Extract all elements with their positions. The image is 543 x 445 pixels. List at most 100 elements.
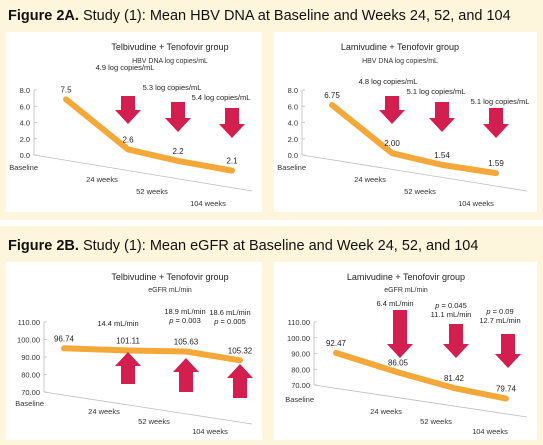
chart-3-series-line: [61, 345, 243, 364]
chart-3-ytick-label: 100.00: [17, 336, 40, 345]
chart-3-data-label: 105.63: [174, 337, 199, 346]
chart-4-ytick-label: 70.00: [291, 381, 310, 390]
chart-3-ytick-label: 80.00: [21, 371, 40, 380]
chart-1-category-label: 104 weeks: [190, 199, 226, 208]
chart-3-annotation: p = 0.003: [168, 316, 201, 325]
chart-2-data-label: 6.75: [324, 91, 340, 100]
chart-2-data-label: 1.54: [434, 151, 450, 160]
chart-1-ytick-label: 8.0: [20, 86, 30, 95]
chart-2-x-axis: [301, 154, 528, 192]
chart-3-data-label: 105.32: [228, 346, 253, 355]
chart-1-category-label: 24 weeks: [86, 175, 118, 184]
chart-4-annotation: 12.7 mL/min: [479, 316, 520, 325]
chart-1-series-line: [63, 96, 235, 174]
chart-1-annotation: 5.4 log copies/mL: [192, 93, 251, 102]
figure-2b-caption: Study (1): Mean eGFR at Baseline and Wee…: [82, 238, 479, 254]
chart-2-ytick-label: 8.0: [288, 86, 298, 95]
chart-3-category-label: 24 weeks: [88, 407, 120, 416]
chart-1-panel: [6, 32, 262, 212]
chart-2-change-arrow: [483, 108, 509, 138]
chart-2-annotation: 4.8 log copies/mL: [359, 77, 418, 86]
chart-3-ytick-label: 90.00: [21, 353, 40, 362]
chart-4-title: Lamivudine + Tenofovir group: [347, 272, 465, 282]
chart-3-category-label: Baseline: [15, 399, 44, 408]
chart-4-annotation: p = 0.045: [434, 301, 467, 310]
chart-2-category-label: 104 weeks: [458, 199, 494, 208]
chart-4-change-arrow: [443, 324, 469, 358]
figure-2a-title: Figure 2A. Study (1): Mean HBV DNA at Ba…: [8, 8, 511, 24]
chart-4-category-label: Baseline: [285, 395, 314, 404]
separator: [0, 220, 543, 226]
chart-2-category-label: Baseline: [277, 163, 306, 172]
chart-3-title: Telbivudine + Tenofovir group: [111, 272, 228, 282]
chart-1-annotation: 4.9 log copies/mL: [96, 63, 155, 72]
chart-4-category-label: 52 weeks: [420, 417, 452, 426]
chart-1-data-label: 2.2: [172, 147, 184, 156]
chart-4-ytick-label: 100.00: [287, 334, 310, 343]
chart-3-change-arrow: [173, 358, 199, 392]
chart-2-annotation: 5.1 log copies/mL: [471, 97, 530, 106]
chart-1-data-label: 2.6: [122, 135, 134, 144]
chart-4-ytick-label: 90.00: [291, 350, 310, 359]
chart-2-ytick-label: 0.0: [288, 151, 298, 160]
chart-4-category-label: 24 weeks: [370, 407, 402, 416]
chart-4-data-label: 86.05: [388, 358, 409, 367]
chart-4-category-label: 104 weeks: [472, 427, 508, 436]
chart-2-category-label: 52 weeks: [404, 187, 436, 196]
chart-4-subtitle: eGFR mL/min: [384, 287, 428, 294]
chart-3-category-label: 104 weeks: [192, 427, 228, 436]
chart-2-change-arrow: [429, 102, 455, 132]
chart-4-ytick-label: 80.00: [291, 365, 310, 374]
chart-1-category-label: Baseline: [9, 163, 38, 172]
figure-2a-label: Figure 2A.: [8, 8, 79, 24]
chart-1-ytick-label: 4.0: [20, 119, 30, 128]
chart-3-subtitle: eGFR mL/min: [148, 287, 192, 294]
chart-4-annotation: p = 0.09: [485, 307, 513, 316]
chart-4-data-label: 81.42: [444, 374, 465, 383]
chart-2-data-label: 1.59: [488, 159, 504, 168]
chart-3-change-arrow: [227, 364, 253, 398]
chart-1-category-label: 52 weeks: [136, 187, 168, 196]
figure-2b-title: Figure 2B. Study (1): Mean eGFR at Basel…: [8, 238, 478, 254]
chart-4-annotation: 6.4 mL/min: [376, 299, 413, 308]
chart-4-change-arrow: [387, 310, 413, 358]
chart-2-category-label: 24 weeks: [354, 175, 386, 184]
chart-1-ytick-label: 0.0: [20, 151, 30, 160]
chart-1-ytick-label: 6.0: [20, 102, 30, 111]
chart-3-annotation: 14.4 mL/min: [97, 319, 138, 328]
chart-3-category-label: 52 weeks: [138, 417, 170, 426]
chart-1-data-label: 2.1: [226, 157, 238, 166]
chart-4-data-label: 79.74: [496, 385, 517, 394]
chart-3-annotation: 18.6 mL/min: [209, 308, 250, 317]
chart-1-x-axis: [33, 154, 253, 192]
chart-2-ytick-label: 6.0: [288, 102, 298, 111]
chart-3-annotation: 18.9 mL/min: [164, 307, 205, 316]
chart-2-ytick-label: 4.0: [288, 119, 298, 128]
chart-3-annotation: p = 0.005: [213, 317, 246, 326]
figure-2a-caption: Study (1): Mean HBV DNA at Baseline and …: [82, 8, 511, 24]
chart-3-data-label: 96.74: [54, 334, 75, 343]
chart-2-data-label: 2.00: [384, 139, 400, 148]
chart-3-x-axis: [43, 391, 253, 425]
chart-3-ytick-label: 70.00: [21, 388, 40, 397]
chart-1-subtitle: HBV DNA log copies/mL: [132, 58, 208, 65]
chart-1-title: Telbivudine + Tenofovir group: [111, 42, 228, 52]
chart-1-data-label: 7.5: [60, 85, 72, 94]
chart-1-annotation: 5.3 log copies/mL: [143, 83, 202, 92]
chart-2-change-arrow: [379, 96, 405, 124]
chart-2-title: Lamivudine + Tenofovir group: [341, 42, 459, 52]
chart-4-annotation: 11.1 mL/min: [431, 310, 472, 319]
chart-3-ytick-label: 110.00: [18, 318, 40, 327]
chart-1-change-arrow: [219, 108, 245, 138]
chart-4-data-label: 92.47: [326, 339, 347, 348]
chart-2-subtitle: HBV DNA log copies/mL: [362, 58, 438, 65]
chart-4-ytick-label: 110.00: [288, 318, 310, 327]
figure-2b-label: Figure 2B.: [8, 238, 79, 254]
chart-3-data-label: 101.11: [116, 336, 140, 345]
chart-2-series-line: [329, 101, 499, 177]
chart-2-annotation: 5.1 log copies/mL: [407, 87, 466, 96]
chart-2-ytick-label: 2.0: [288, 135, 298, 144]
chart-3-change-arrow: [115, 352, 141, 384]
chart-1-change-arrow: [165, 102, 191, 132]
